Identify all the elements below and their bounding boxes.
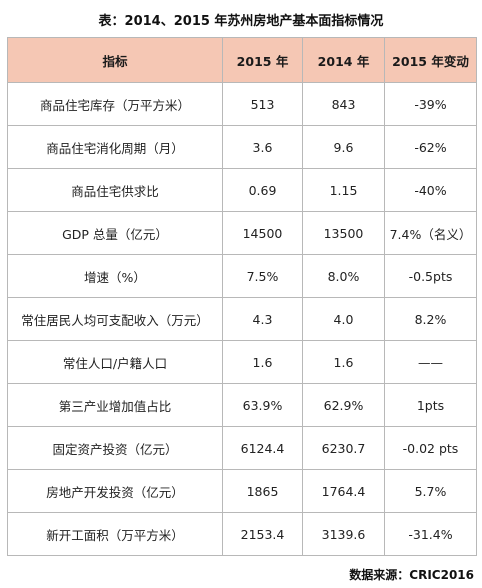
- cell-indicator: 常住人口/户籍人口: [7, 340, 223, 384]
- table-row: 第三产业增加值占比 63.9% 62.9% 1pts: [7, 383, 477, 427]
- table-row: 房地产开发投资（亿元） 1865 1764.4 5.7%: [7, 469, 477, 513]
- table-row: 增速（%） 7.5% 8.0% -0.5pts: [7, 254, 477, 298]
- cell-2014: 1.6: [302, 340, 385, 384]
- table-row: 商品住宅供求比 0.69 1.15 -40%: [7, 168, 477, 212]
- header-2015: 2015 年: [222, 37, 303, 83]
- cell-change: -31.4%: [384, 512, 477, 556]
- cell-2015: 1865: [222, 469, 303, 513]
- cell-2015: 1.6: [222, 340, 303, 384]
- header-2014: 2014 年: [302, 37, 385, 83]
- cell-2014: 843: [302, 82, 385, 126]
- table-row: 常住人口/户籍人口 1.6 1.6 ——: [7, 340, 477, 384]
- cell-indicator: 固定资产投资（亿元）: [7, 426, 223, 470]
- cell-change: 7.4%（名义）: [384, 211, 477, 255]
- cell-change: 1pts: [384, 383, 477, 427]
- cell-change: -62%: [384, 125, 477, 169]
- cell-change: 5.7%: [384, 469, 477, 513]
- cell-indicator: GDP 总量（亿元）: [7, 211, 223, 255]
- indicator-table: 指标 2015 年 2014 年 2015 年变动 商品住宅库存（万平方米） 51…: [7, 37, 477, 556]
- table-row: 新开工面积（万平方米） 2153.4 3139.6 -31.4%: [7, 512, 477, 556]
- cell-2014: 4.0: [302, 297, 385, 341]
- data-source: 数据来源：CRIC2016: [349, 568, 474, 582]
- cell-2014: 6230.7: [302, 426, 385, 470]
- cell-indicator: 房地产开发投资（亿元）: [7, 469, 223, 513]
- cell-2015: 4.3: [222, 297, 303, 341]
- cell-change: -39%: [384, 82, 477, 126]
- cell-indicator: 商品住宅供求比: [7, 168, 223, 212]
- table-row: 商品住宅消化周期（月） 3.6 9.6 -62%: [7, 125, 477, 169]
- cell-2014: 13500: [302, 211, 385, 255]
- cell-change: -40%: [384, 168, 477, 212]
- cell-2015: 3.6: [222, 125, 303, 169]
- cell-2015: 6124.4: [222, 426, 303, 470]
- cell-2014: 8.0%: [302, 254, 385, 298]
- cell-2015: 7.5%: [222, 254, 303, 298]
- table-header-row: 指标 2015 年 2014 年 2015 年变动: [7, 37, 477, 83]
- cell-indicator: 第三产业增加值占比: [7, 383, 223, 427]
- cell-change: ——: [384, 340, 477, 384]
- cell-2015: 513: [222, 82, 303, 126]
- header-change: 2015 年变动: [384, 37, 477, 83]
- table-row: GDP 总量（亿元） 14500 13500 7.4%（名义）: [7, 211, 477, 255]
- cell-change: -0.5pts: [384, 254, 477, 298]
- header-indicator: 指标: [7, 37, 223, 83]
- cell-2014: 62.9%: [302, 383, 385, 427]
- cell-indicator: 商品住宅库存（万平方米）: [7, 82, 223, 126]
- table-row: 常住居民人均可支配收入（万元） 4.3 4.0 8.2%: [7, 297, 477, 341]
- cell-2014: 1764.4: [302, 469, 385, 513]
- cell-indicator: 新开工面积（万平方米）: [7, 512, 223, 556]
- cell-2015: 63.9%: [222, 383, 303, 427]
- cell-indicator: 增速（%）: [7, 254, 223, 298]
- cell-indicator: 商品住宅消化周期（月）: [7, 125, 223, 169]
- table-row: 商品住宅库存（万平方米） 513 843 -39%: [7, 82, 477, 126]
- cell-2014: 3139.6: [302, 512, 385, 556]
- cell-change: -0.02 pts: [384, 426, 477, 470]
- cell-indicator: 常住居民人均可支配收入（万元）: [7, 297, 223, 341]
- cell-2015: 2153.4: [222, 512, 303, 556]
- cell-2015: 14500: [222, 211, 303, 255]
- cell-change: 8.2%: [384, 297, 477, 341]
- table-row: 固定资产投资（亿元） 6124.4 6230.7 -0.02 pts: [7, 426, 477, 470]
- table-title: 表：2014、2015 年苏州房地产基本面指标情况: [98, 13, 384, 29]
- cell-2014: 9.6: [302, 125, 385, 169]
- cell-2015: 0.69: [222, 168, 303, 212]
- cell-2014: 1.15: [302, 168, 385, 212]
